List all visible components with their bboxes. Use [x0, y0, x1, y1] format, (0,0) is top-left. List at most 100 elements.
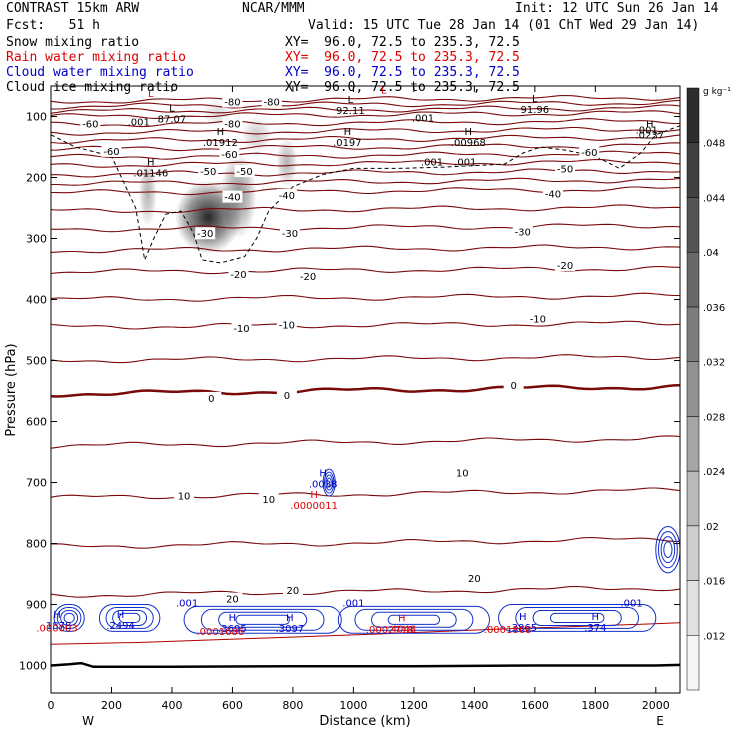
- extremum-value: .4048: [387, 625, 416, 636]
- x-tick-label: 800: [282, 699, 303, 712]
- contour-value-label: .0001868: [484, 625, 532, 636]
- x-tick-label: 1600: [521, 699, 549, 712]
- field-snow-name: Snow mixing ratio: [6, 35, 140, 50]
- colorbar-swatch: [686, 142, 700, 198]
- contour-label-bg: [101, 144, 122, 157]
- extremum-value: 91.96: [521, 105, 550, 116]
- isotherm--40: [51, 186, 680, 196]
- extremum-mark: H: [465, 127, 473, 138]
- isotherm-minor: [51, 104, 680, 114]
- colorbar-swatch: [686, 525, 700, 581]
- extremum-mark: H: [398, 614, 406, 625]
- colorbar-swatch: [686, 470, 700, 527]
- cloud-water-contour-1: [98, 604, 161, 632]
- snow-shade-5: [241, 116, 272, 154]
- ground-surface-line: [51, 661, 680, 669]
- x-tick-label: 400: [161, 699, 182, 712]
- colorbar-swatch: [686, 251, 700, 308]
- contour-label-bg: [527, 312, 548, 325]
- axes-layer: 0 200 400 600 800 1000 1200 1400 1600 1800 2000100…: [19, 86, 680, 712]
- contour-label: -40: [279, 191, 295, 202]
- isotherm-minor: [51, 435, 680, 449]
- contour-label-bg: [222, 592, 243, 605]
- model-title: CONTRAST 15km ARW: [6, 1, 140, 16]
- cloud-water-contour-5: [660, 536, 676, 564]
- extremum-value: .0038: [309, 479, 338, 490]
- field-cloudice-xy: XY= 96.0, 72.5 to 235.3, 72.5: [285, 80, 520, 95]
- isotherm-minor: [51, 142, 680, 152]
- isotherm--20: [51, 266, 680, 275]
- contour-label: -20: [557, 261, 573, 272]
- isotherm-minor: [51, 150, 680, 160]
- extremum-value: .0000011: [290, 501, 338, 512]
- org-label: NCAR/MMM: [242, 1, 305, 16]
- contour-label-layer: -80 -80 -80 -60 -60 -60 -60 -50 -50 -50 -40 -40 -40 -…: [36, 85, 664, 638]
- contour-label-bg: [228, 268, 249, 281]
- x-axis-label: Distance (km): [319, 714, 410, 729]
- x-tick-label: 200: [101, 699, 122, 712]
- extremum-value: .3865: [508, 623, 537, 634]
- contour-label-bg: [80, 117, 101, 130]
- isotherm--30: [51, 223, 680, 233]
- y-axis-label: Pressure (hPa): [4, 343, 19, 436]
- init-time: Init: 12 UTC Sun 26 Jan 14: [515, 1, 719, 16]
- contour-label-bg: [222, 190, 243, 203]
- contour-label: -40: [545, 190, 561, 201]
- contour-label-bg: [222, 95, 243, 108]
- contour-value-label: .001: [412, 113, 434, 124]
- cloud-water-contour-2: [183, 605, 342, 634]
- contour-label-bg: [452, 466, 473, 479]
- extremum-mark: L: [532, 94, 538, 105]
- field-rain-xy: XY= 96.0, 72.5 to 235.3, 72.5: [285, 50, 520, 65]
- colorbar-tick-label: .036: [703, 303, 725, 314]
- extremum-mark: H: [147, 157, 155, 168]
- contour-label-bg: [555, 162, 576, 175]
- isotherm-minor: [51, 204, 680, 214]
- colorbar-swatch: [686, 635, 700, 691]
- isotherm-minor: [51, 126, 680, 136]
- contour-label: -80: [224, 119, 240, 130]
- contour-label-bg: [174, 489, 195, 502]
- contour-label: -40: [224, 193, 240, 204]
- isotherm-minor: [51, 177, 680, 186]
- colorbar-tick-label: .048: [703, 139, 725, 150]
- y-tick-label: 700: [26, 477, 47, 490]
- cloud-water-contour-6: [322, 468, 336, 497]
- extremum-mark: H: [217, 127, 225, 138]
- contour-value-label: .001: [421, 157, 443, 168]
- cloud-water-contour-0: [63, 612, 75, 624]
- snow-shade-2: [138, 159, 157, 227]
- contour-label-bg: [258, 493, 279, 506]
- cloud-water-contour-3: [337, 605, 490, 634]
- contour-label-bg: [579, 146, 600, 159]
- isotherm-0: [51, 383, 680, 398]
- extremum-mark: H: [646, 119, 654, 130]
- colorbar-tick-label: .028: [703, 412, 725, 423]
- isotherm-minor: [51, 118, 680, 128]
- cloud-water-contour-6: [326, 477, 332, 488]
- contour-label-bg: [555, 258, 576, 271]
- contour-label: 0: [208, 394, 214, 405]
- contour-label: -80: [264, 97, 280, 108]
- colorbar-swatch: [686, 580, 700, 636]
- cloud-water-contour-4: [498, 604, 657, 632]
- x-endpoint-west: W: [82, 714, 94, 728]
- cloud-water-contour-1: [112, 609, 148, 626]
- extremum-mark: H: [519, 612, 527, 623]
- colorbar-tick-label: .044: [703, 193, 725, 204]
- y-tick-label: 500: [26, 355, 47, 368]
- y-tick-label: 1000: [19, 660, 47, 673]
- extremum-mark: H: [286, 613, 294, 624]
- cloud-water-contour-0: [53, 604, 85, 632]
- field-rain-name: Rain water mixing ratio: [6, 50, 187, 65]
- cloud-water-contour-5: [657, 531, 678, 569]
- contour-label: 20: [468, 574, 481, 585]
- x-tick-label: 2000: [642, 699, 670, 712]
- contour-label: -10: [279, 321, 295, 332]
- contour-value-label: .001: [636, 126, 658, 137]
- extremum-mark: H: [344, 127, 352, 138]
- x-tick-label: 1000: [339, 699, 367, 712]
- contour-label: -30: [197, 229, 213, 240]
- colorbar: .012 .016 .02 .024 .028 .032 .036 .04 .044 .048: [686, 87, 725, 691]
